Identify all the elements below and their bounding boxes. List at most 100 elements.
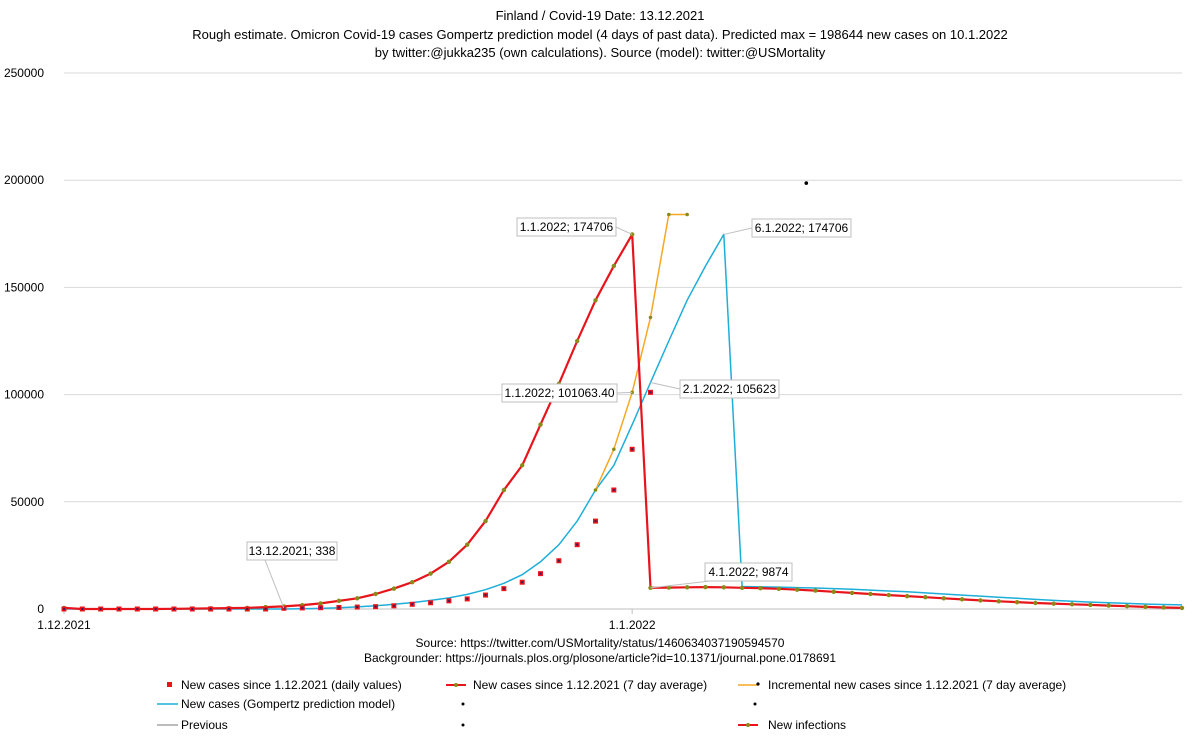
daily-value-marker-core-7	[191, 608, 194, 610]
daily-value-marker-core-10	[246, 608, 249, 610]
daily-value-marker-core-14	[319, 606, 322, 609]
series-2	[593, 212, 689, 492]
seven-day-average-point-18	[391, 586, 397, 591]
seven-day-average-point-48	[941, 596, 946, 601]
seven-day-average-point-59	[1143, 604, 1148, 610]
legend-symbol-red-dot	[454, 683, 458, 687]
y-axis-ticks: 0 50000 100000 150000 200000 250000	[4, 66, 44, 616]
seven-day-average-point-51	[996, 599, 1001, 604]
annotation-label-4: 2.1.2022; 105623	[683, 382, 777, 396]
daily-value-marker-core-18	[392, 604, 395, 607]
seven-day-average-point-30	[611, 263, 617, 269]
legend-symbol-red-square	[167, 682, 172, 687]
y-tick-label-200000: 200000	[4, 173, 44, 187]
legend-label-3: New cases (Gompertz prediction model)	[181, 697, 395, 711]
gompertz-line	[64, 233, 1183, 610]
annotation-leader-1	[615, 226, 633, 235]
seven-day-average-point-36	[721, 585, 727, 590]
seven-day-average-point-33	[666, 585, 672, 590]
legend-entry-4	[461, 702, 465, 706]
source-line-1: Source: https://twitter.com/USMortality/…	[416, 636, 785, 650]
title-line-3: by twitter:@jukka235 (own calculations).…	[375, 45, 826, 60]
annotation-box-2	[751, 218, 852, 238]
legend-entry-0: New cases since 1.12.2021 (daily values)	[167, 678, 402, 692]
seven-day-average-point-23	[483, 518, 488, 524]
annotation-0: 13.12.2021; 338	[246, 541, 338, 609]
seven-day-average-point-58	[1124, 604, 1130, 609]
y-tick-label-0: 0	[37, 602, 44, 616]
daily-value-marker-core-15	[337, 606, 340, 609]
seven-day-average-point-22	[465, 542, 470, 547]
daily-value-marker-core-28	[576, 543, 579, 546]
daily-value-marker-core-0	[63, 608, 65, 610]
incremental-point-3	[648, 315, 653, 320]
seven-day-average-point-60	[1161, 605, 1166, 610]
y-tick-label-50000: 50000	[11, 495, 45, 509]
seven-day-average-point-37	[739, 585, 745, 590]
daily-value-marker-core-23	[484, 594, 487, 597]
title-line-1: Finland / Covid-19 Date: 13.12.2021	[496, 8, 705, 23]
daily-value-marker-core-22	[466, 597, 469, 600]
seven-day-average-point-24	[501, 487, 507, 493]
legend-symbol-dot	[753, 702, 757, 706]
seven-day-average-point-20	[428, 571, 433, 576]
incremental-point-4	[667, 212, 671, 217]
daily-value-marker-core-9	[227, 608, 230, 610]
daily-value-marker-core-31	[631, 448, 634, 451]
legend-symbol-dot	[461, 702, 465, 706]
seven-day-average-point-45	[886, 592, 891, 598]
annotation-5: 4.1.2022; 9874	[650, 562, 793, 589]
incremental-point-0	[593, 488, 598, 492]
seven-day-average-point-53	[1033, 600, 1038, 606]
daily-value-marker-core-24	[502, 587, 505, 590]
seven-day-average-point-57	[1106, 603, 1111, 608]
incremental-point-1	[612, 447, 616, 452]
series-layer	[61, 181, 1185, 612]
daily-value-marker-core-13	[301, 606, 304, 609]
annotation-box-5	[704, 562, 793, 582]
daily-value-marker-core-17	[374, 605, 377, 608]
annotation-4: 2.1.2022; 105623	[650, 379, 780, 399]
seven-day-average-point-46	[904, 593, 910, 599]
annotation-box-4	[679, 379, 780, 399]
seven-day-average-point-17	[373, 591, 378, 597]
daily-value-marker-core-16	[356, 606, 359, 609]
seven-day-average-point-47	[923, 595, 928, 600]
legend-symbol-red-dot	[746, 723, 750, 727]
annotation-box-0	[246, 541, 338, 561]
legend-entry-1: New cases since 1.12.2021 (7 day average…	[446, 678, 707, 692]
seven-day-average-point-42	[831, 589, 836, 595]
seven-day-average-point-25	[519, 463, 525, 468]
gridlines	[64, 72, 1182, 503]
daily-value-marker-core-26	[539, 572, 542, 575]
series-4	[804, 181, 809, 185]
source-text: Source: https://twitter.com/USMortality/…	[364, 636, 836, 665]
legend-entry-8: New infections	[738, 718, 846, 732]
daily-value-marker-core-32	[649, 391, 652, 394]
seven-day-average-point-26	[538, 422, 543, 427]
daily-value-marker-core-29	[594, 520, 597, 523]
y-tick-label-150000: 150000	[4, 280, 44, 294]
annotation-leader-0	[264, 559, 285, 609]
chart-title: Finland / Covid-19 Date: 13.12.2021 Rough…	[192, 8, 1007, 60]
seven-day-average-point-44	[868, 591, 873, 597]
annotation-leader-3	[616, 391, 633, 394]
seven-day-average-point-34	[684, 585, 690, 590]
seven-day-average-point-41	[813, 588, 818, 593]
predicted-max-point	[804, 181, 809, 185]
y-tick-label-250000: 250000	[4, 66, 44, 80]
daily-value-marker-core-30	[612, 489, 615, 492]
legend-symbol-dot	[461, 723, 465, 727]
legend-entry-7	[461, 723, 465, 727]
daily-value-marker-core-4	[136, 608, 139, 610]
daily-value-marker-core-19	[411, 603, 414, 606]
seven-day-average-point-56	[1088, 602, 1093, 608]
series-3	[64, 233, 1183, 610]
series-0	[61, 389, 653, 612]
legend-label-8: New infections	[768, 718, 846, 732]
seven-day-average-point-39	[776, 586, 781, 592]
seven-day-average-point-55	[1069, 602, 1075, 607]
title-line-2: Rough estimate. Omicron Covid-19 cases G…	[192, 27, 1007, 42]
seven-day-average-line	[63, 233, 1183, 611]
annotation-label-1: 1.1.2022; 174706	[520, 220, 614, 234]
